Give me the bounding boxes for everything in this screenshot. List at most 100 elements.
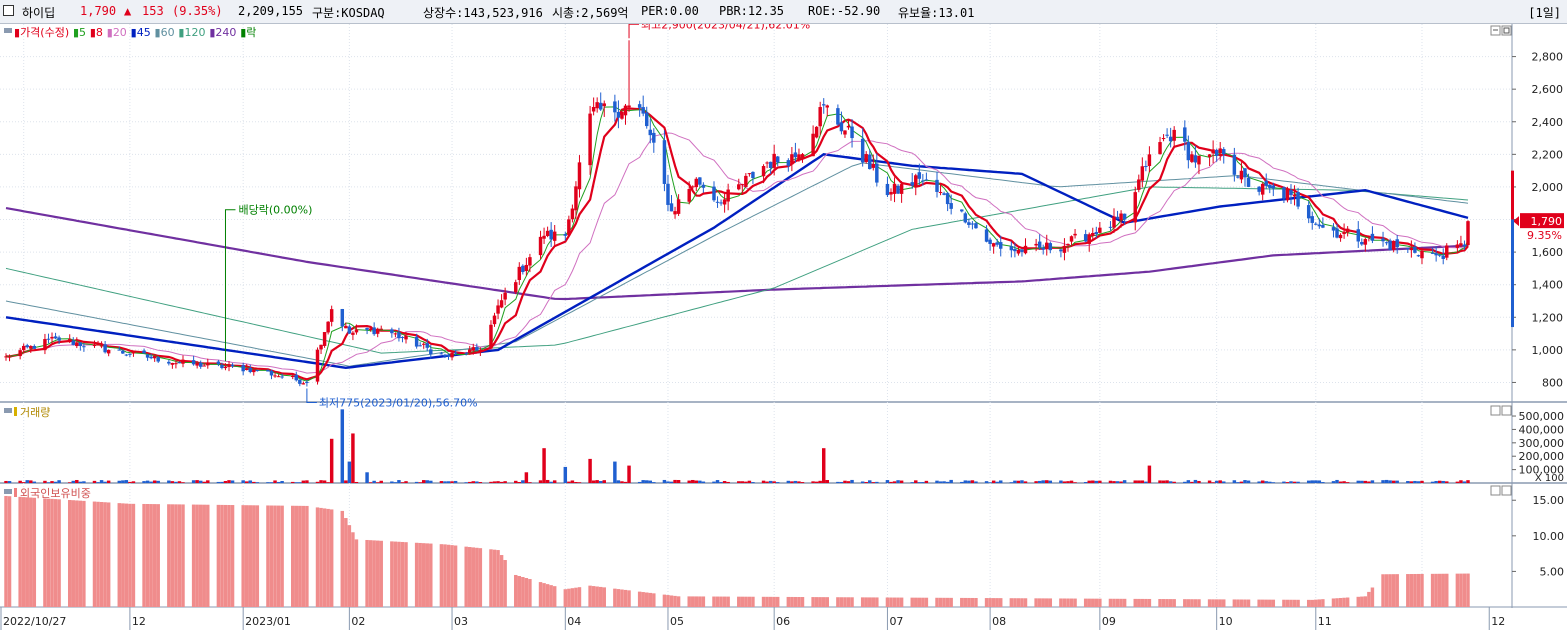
price-tick-label: 1,000 <box>1532 344 1564 357</box>
foreign-ratio-bar <box>195 504 199 607</box>
volume-bar <box>21 482 26 483</box>
volume-bar <box>1098 480 1102 483</box>
foreign-ratio-bar <box>53 499 58 607</box>
foreign-ratio-bar <box>354 539 359 607</box>
foreign-ratio-bar <box>567 588 571 607</box>
candle <box>326 321 330 333</box>
foreign-ratio-bar <box>152 504 157 607</box>
foreign-ratio-bar <box>1331 598 1336 607</box>
candle <box>1013 248 1017 252</box>
candle <box>1037 241 1042 248</box>
volume-bar <box>797 481 801 483</box>
candle <box>942 193 946 195</box>
volume-bar <box>645 480 649 483</box>
volume-bar <box>152 480 157 483</box>
volume-bar <box>4 480 8 483</box>
volume-panel-controls[interactable] <box>1490 405 1512 416</box>
volume-bar <box>1137 480 1141 483</box>
foreign-ratio-bar <box>740 596 745 607</box>
candle <box>255 370 260 372</box>
select-checkbox[interactable] <box>3 5 14 16</box>
volume-bar <box>1292 481 1297 483</box>
volume-bar <box>648 480 652 483</box>
candle <box>266 370 270 372</box>
volume-bar <box>121 480 125 483</box>
volume-bar <box>390 481 394 483</box>
candle <box>797 154 801 161</box>
candle <box>145 354 150 358</box>
candle <box>1455 244 1460 248</box>
volume-bar <box>1140 480 1145 483</box>
candle <box>775 156 780 163</box>
volume-bar <box>227 480 231 483</box>
volume-bar <box>765 481 769 483</box>
candle <box>305 382 309 384</box>
candle <box>1112 216 1116 228</box>
legend-marker: ▮ <box>69 26 79 39</box>
candle <box>744 175 748 187</box>
candle <box>206 362 210 366</box>
foreign-ratio-bar <box>1037 598 1042 607</box>
foreign-ratio-bar <box>984 598 989 607</box>
foreign-ratio-bar <box>577 587 582 607</box>
candle <box>846 125 851 128</box>
foreign-ratio-bar <box>1296 599 1300 607</box>
candle <box>1264 180 1268 186</box>
volume-bar <box>1416 481 1421 483</box>
candle <box>1232 154 1237 175</box>
foreign-ratio-bar <box>772 596 776 607</box>
candle <box>1406 248 1410 250</box>
volume-bar <box>99 480 104 483</box>
candle <box>1317 224 1322 227</box>
foreign-ratio-bar <box>223 504 228 607</box>
candle <box>1413 246 1417 253</box>
volume-bar <box>429 480 433 483</box>
candle <box>1158 142 1162 154</box>
volume-bar <box>1243 480 1247 483</box>
foreign-ratio-bar <box>453 545 458 607</box>
foreign-ratio-bar <box>57 499 61 607</box>
period-selector[interactable]: [1일] <box>1528 6 1561 20</box>
foreign-ratio-bar <box>1119 598 1123 607</box>
candle <box>673 211 677 215</box>
today-range-up <box>1511 170 1514 220</box>
x-tick-label: 09 <box>1102 615 1116 628</box>
foreign-ratio-bar <box>1122 598 1127 607</box>
volume-bar <box>1009 482 1014 483</box>
candle <box>492 315 497 325</box>
volume-bar <box>737 481 741 483</box>
foreign-ratio-bar <box>552 586 557 607</box>
candle <box>227 364 231 367</box>
volume-bar <box>719 482 723 483</box>
foreign-ratio-bar <box>1186 599 1191 607</box>
candle <box>1292 194 1297 197</box>
candle <box>418 345 422 347</box>
volume-bar <box>1289 481 1293 483</box>
candle <box>945 193 950 205</box>
foreign-ratio-bar <box>131 503 136 607</box>
candle <box>737 184 741 190</box>
foreign-ratio-bar <box>372 540 376 607</box>
foreign-ratio-bar <box>255 505 260 607</box>
candle <box>248 367 252 373</box>
price-panel-controls[interactable] <box>1490 25 1512 36</box>
candle <box>1314 223 1318 225</box>
foreign-ratio-bar <box>128 503 132 607</box>
foreign-panel-controls[interactable] <box>1490 485 1512 496</box>
volume-bar <box>439 481 444 483</box>
price-tick-label: 1,400 <box>1532 279 1564 292</box>
candle <box>652 132 656 143</box>
volume-bar <box>57 480 61 483</box>
volume-bar <box>691 479 695 483</box>
volume-bar <box>860 481 865 483</box>
candle <box>694 178 699 188</box>
volume-bar <box>46 482 51 483</box>
volume-bar <box>67 482 72 483</box>
foreign-ratio-bar <box>142 503 146 607</box>
volume-bar <box>1370 480 1375 483</box>
volume-bar <box>75 479 79 483</box>
foreign-ratio-bar <box>591 586 596 607</box>
candle <box>822 104 826 106</box>
candle <box>443 354 447 357</box>
volume-bar <box>896 480 900 483</box>
